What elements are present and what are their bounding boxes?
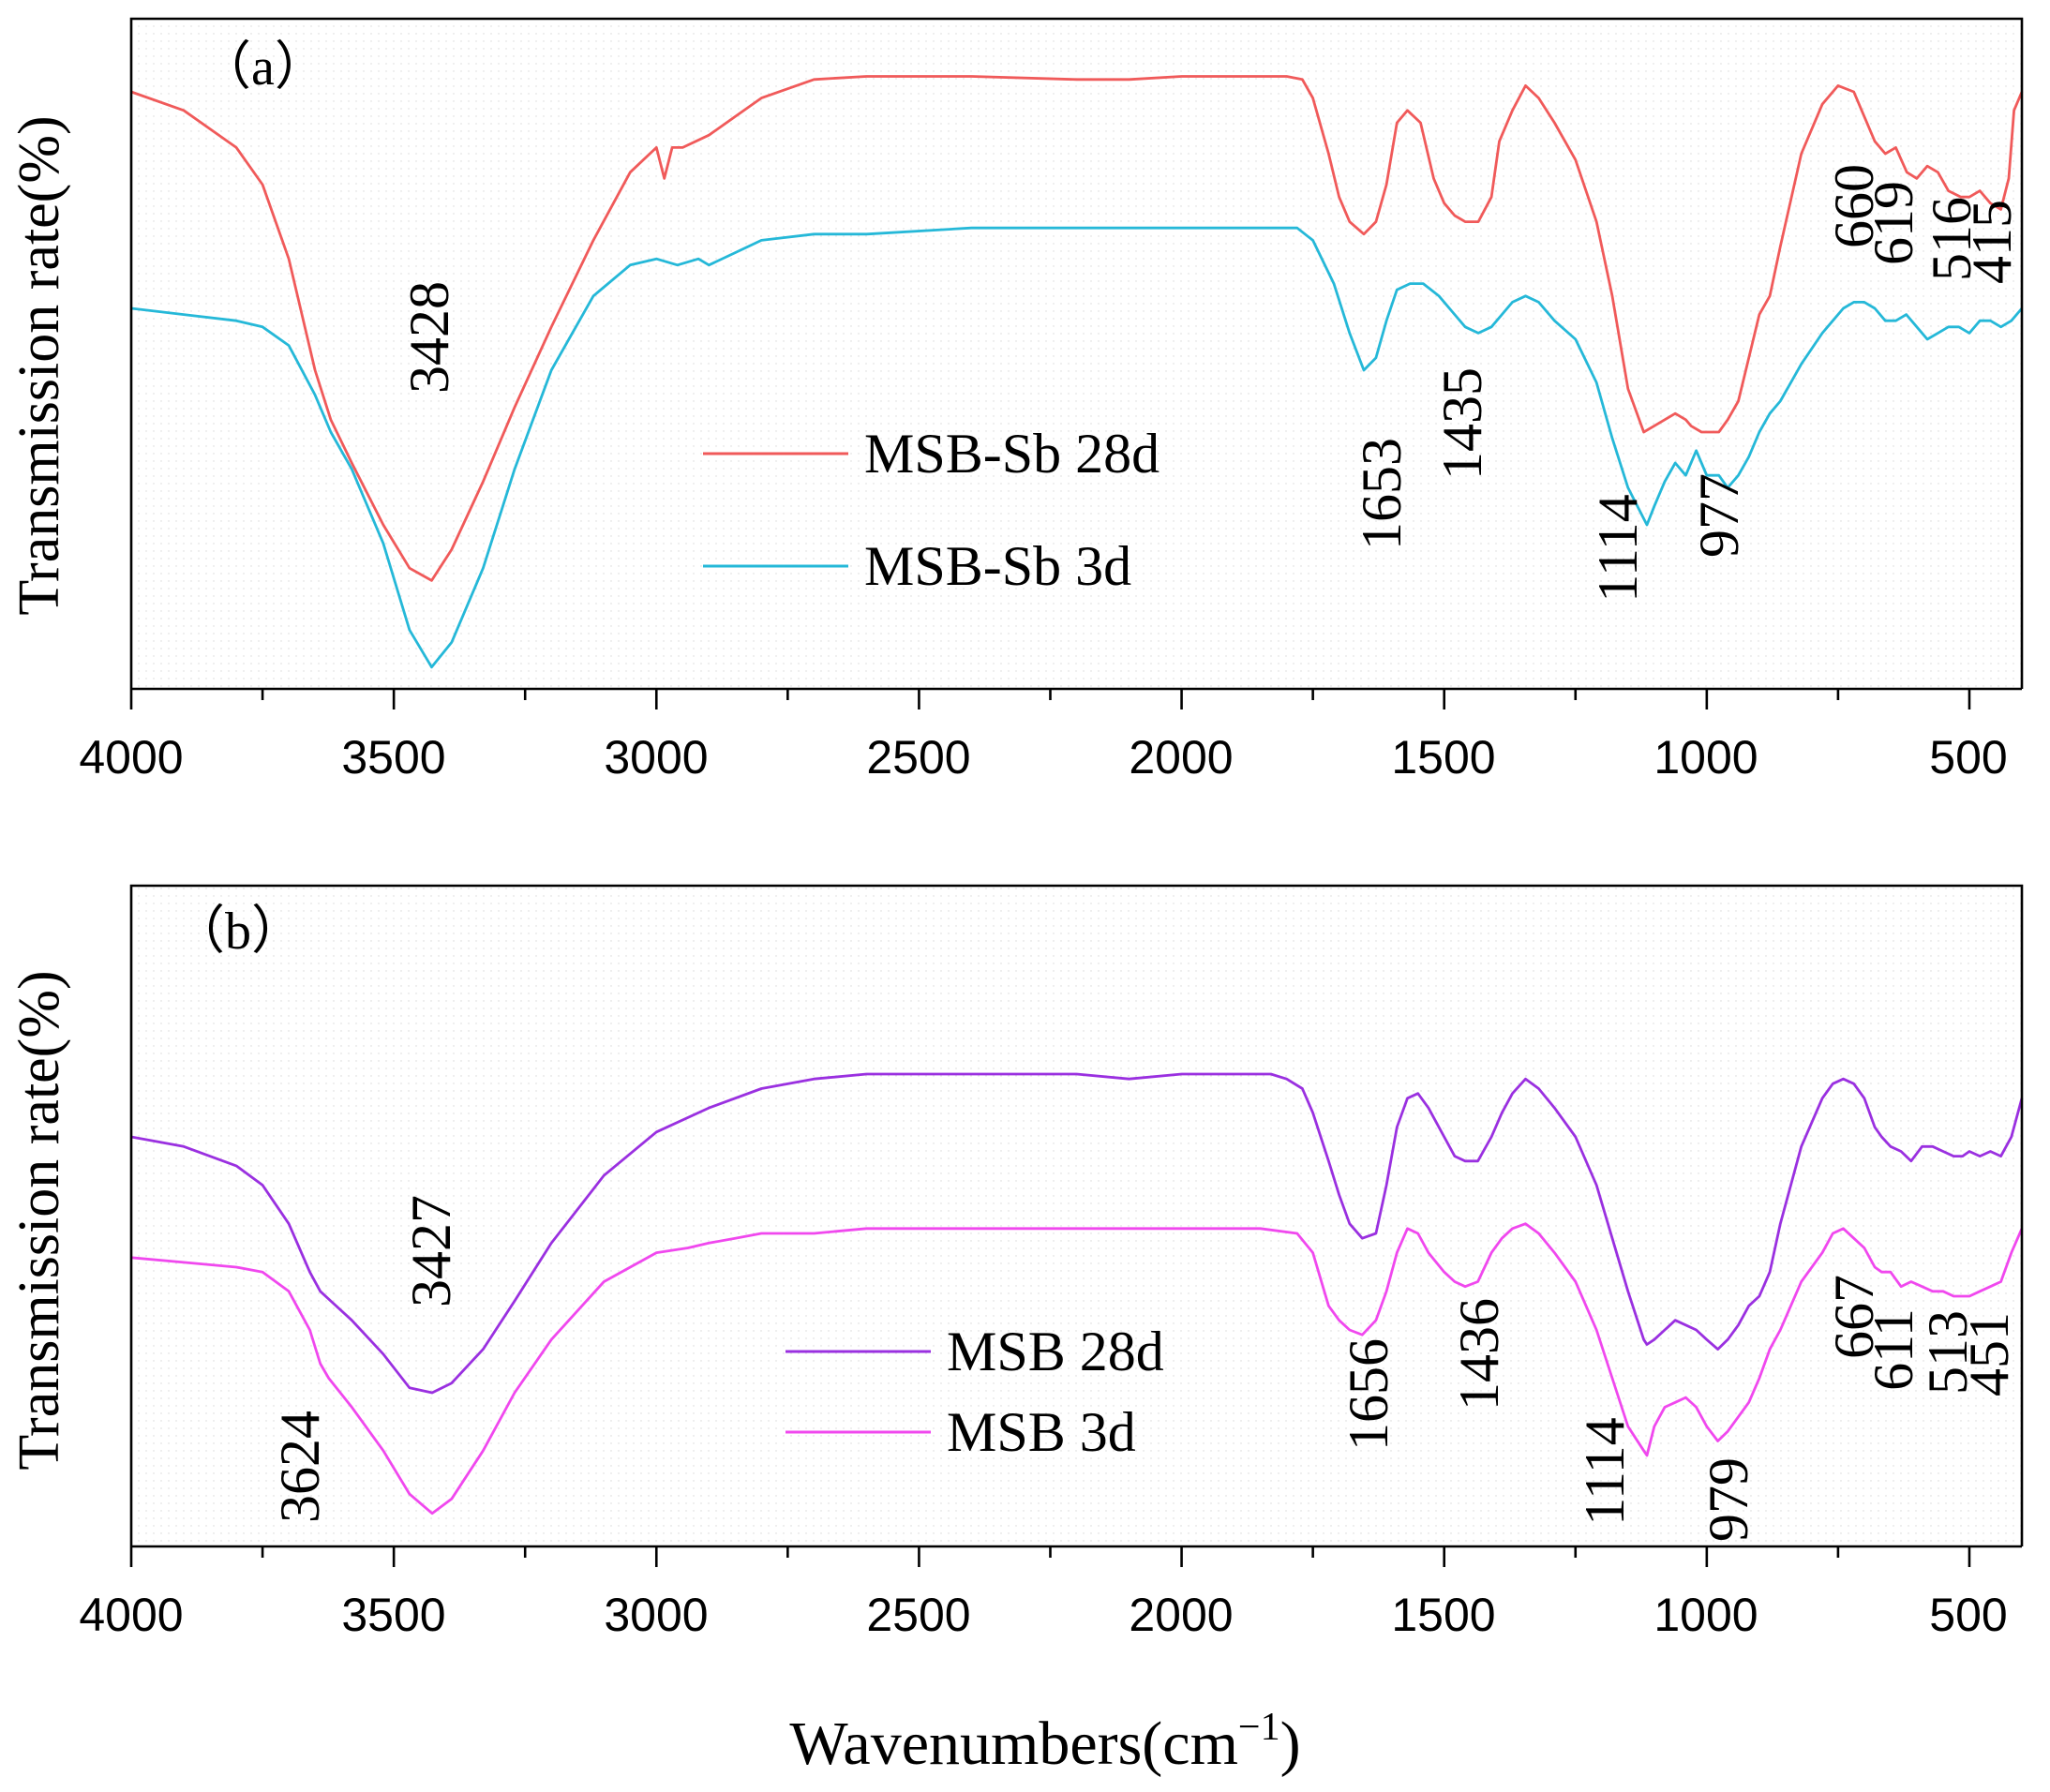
peak-label-667: 667 (1823, 1275, 1885, 1359)
series-line-msb-sb-3d (130, 226, 2024, 669)
peak-label-611: 611 (1863, 1308, 1924, 1391)
panel-b-y-axis-label: Transmission rate(%) (7, 970, 71, 1470)
peak-label-516: 516 (1921, 197, 1983, 281)
peak-label-977: 977 (1688, 473, 1750, 558)
peak-label-513: 513 (1917, 1310, 1979, 1395)
peak-label-1114: 1114 (1574, 1417, 1636, 1526)
peak-label-619: 619 (1863, 181, 1924, 265)
x-axis-label-main: Wavenumbers(cm (789, 1710, 1238, 1778)
panel-b-tick-label-3000: 3000 (604, 1589, 708, 1641)
panel-b-tick-label-500: 500 (1929, 1589, 2007, 1641)
panel-b-tick-label-2500: 2500 (866, 1589, 970, 1641)
peak-label-3624: 3624 (269, 1411, 331, 1523)
panel-a-tick-label-3000: 3000 (604, 731, 708, 784)
series-line-msb-3d (130, 1222, 2024, 1516)
peak-label-3428: 3428 (398, 281, 460, 394)
panel-a: 4000 3500 3000 2500 2000 1500 1000 500 T… (7, 17, 2024, 784)
panel-a-series (130, 75, 2024, 669)
panel-b: 4000 3500 3000 2500 2000 1500 1000 500 T… (7, 884, 2024, 1641)
panel-a-tick-labels: 4000 3500 3000 2500 2000 1500 1000 500 (79, 731, 2007, 784)
series-line-msb-28d (130, 1072, 2024, 1395)
legend-label-msb-3d: MSB 3d (947, 1401, 1136, 1463)
panel-a-tick-label-1000: 1000 (1653, 731, 1758, 784)
x-axis-label: Wavenumbers(cm−1) (789, 1706, 1300, 1778)
panel-b-tick-label-1500: 1500 (1391, 1589, 1495, 1641)
panel-b-tick-labels: 4000 3500 3000 2500 2000 1500 1000 500 (79, 1589, 2007, 1641)
peak-label-979: 979 (1698, 1457, 1759, 1542)
panel-a-background (131, 19, 2022, 689)
panel-b-background (131, 886, 2022, 1546)
panel-b-tick-label-3500: 3500 (341, 1589, 445, 1641)
panel-b-tick-label-2000: 2000 (1129, 1589, 1233, 1641)
panel-b-frame (129, 884, 2024, 1546)
peak-label-1653: 1653 (1351, 438, 1413, 550)
panel-a-label: （a） (199, 38, 327, 97)
panel-b-tick-label-4000: 4000 (79, 1589, 183, 1641)
panel-a-frame (129, 17, 2024, 689)
panel-a-ticks (129, 689, 1971, 709)
panel-b-series (130, 1072, 2024, 1516)
peak-label-1436: 1436 (1448, 1298, 1510, 1411)
peak-label-415: 415 (1961, 200, 2023, 284)
panel-a-y-axis-label: Transmission rate(%) (7, 115, 71, 615)
peak-label-1656: 1656 (1338, 1338, 1399, 1451)
series-line-msb-sb-28d (130, 75, 2024, 582)
panel-a-tick-label-3500: 3500 (341, 731, 445, 784)
panel-a-tick-label-1500: 1500 (1391, 731, 1495, 784)
peak-label-3427: 3427 (400, 1195, 462, 1307)
legend-label-msb-28d: MSB 28d (947, 1321, 1164, 1382)
panel-b-tick-label-1000: 1000 (1653, 1589, 1758, 1641)
x-axis-label-superscript: −1 (1238, 1706, 1280, 1749)
panel-a-tick-label-2000: 2000 (1129, 731, 1233, 784)
peak-label-660: 660 (1823, 164, 1885, 248)
peak-label-1435: 1435 (1431, 367, 1493, 480)
panel-a-tick-label-2500: 2500 (866, 731, 970, 784)
peak-label-451: 451 (1958, 1312, 2020, 1396)
legend-label-msb-sb-3d: MSB-Sb 3d (864, 535, 1131, 597)
peak-label-1114: 1114 (1587, 494, 1649, 603)
panel-a-tick-label-500: 500 (1929, 731, 2007, 784)
legend-label-msb-sb-28d: MSB-Sb 28d (864, 423, 1160, 485)
panel-b-label: （b） (172, 903, 304, 961)
panel-a-tick-label-4000: 4000 (79, 731, 183, 784)
panel-b-ticks (129, 1546, 1971, 1567)
x-axis-label-close: ) (1280, 1710, 1301, 1778)
